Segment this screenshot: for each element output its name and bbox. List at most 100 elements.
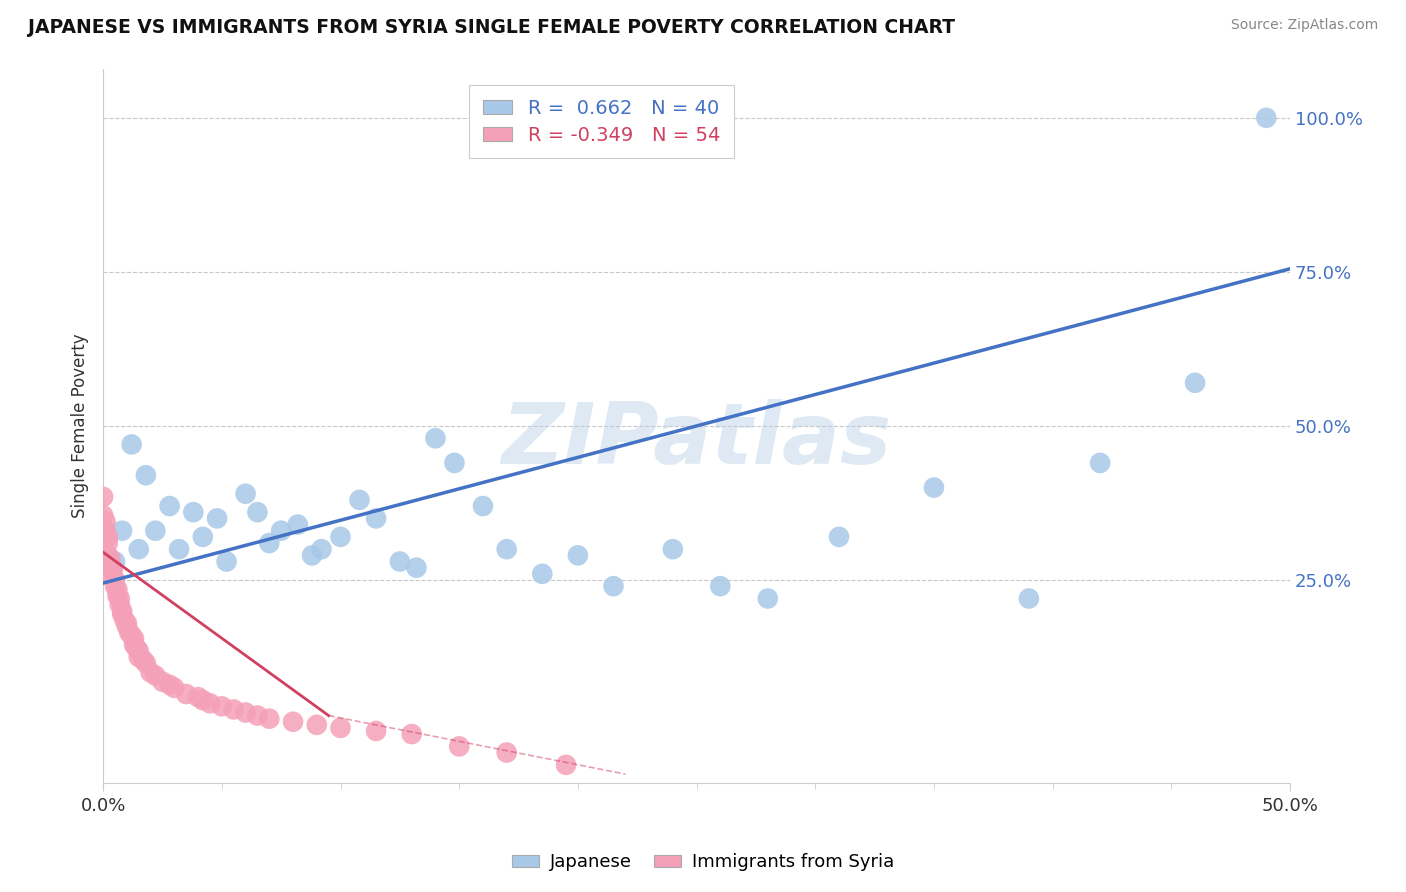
- Point: [1018, 591, 1040, 606]
- Point: [108, 598, 131, 612]
- Point: [425, 431, 447, 445]
- Point: [104, 573, 127, 587]
- Point: [174, 687, 197, 701]
- Point: [111, 524, 134, 538]
- Point: [211, 699, 233, 714]
- Point: [259, 536, 281, 550]
- Point: [105, 582, 128, 597]
- Point: [662, 542, 685, 557]
- Point: [388, 555, 411, 569]
- Point: [198, 696, 221, 710]
- Point: [270, 524, 292, 538]
- Point: [301, 549, 323, 563]
- Point: [191, 693, 214, 707]
- Point: [111, 604, 134, 618]
- Point: [235, 706, 257, 720]
- Point: [495, 746, 517, 760]
- Point: [98, 551, 121, 566]
- Point: [1184, 376, 1206, 390]
- Point: [828, 530, 851, 544]
- Point: [104, 555, 127, 569]
- Point: [366, 511, 388, 525]
- Legend: Japanese, Immigrants from Syria: Japanese, Immigrants from Syria: [505, 847, 901, 879]
- Point: [97, 536, 120, 550]
- Point: [366, 723, 388, 738]
- Point: [143, 524, 166, 538]
- Point: [756, 591, 779, 606]
- Point: [135, 656, 157, 670]
- Point: [97, 530, 120, 544]
- Point: [159, 499, 181, 513]
- Point: [163, 681, 186, 695]
- Point: [205, 511, 228, 525]
- Point: [246, 708, 269, 723]
- Point: [1088, 456, 1111, 470]
- Point: [1256, 111, 1278, 125]
- Point: [405, 560, 427, 574]
- Point: [94, 524, 117, 538]
- Point: [222, 702, 245, 716]
- Point: [125, 640, 148, 655]
- Point: [115, 619, 138, 633]
- Point: [128, 650, 150, 665]
- Point: [115, 616, 138, 631]
- Point: [531, 566, 554, 581]
- Point: [94, 515, 117, 529]
- Point: [495, 542, 517, 557]
- Point: [122, 632, 145, 646]
- Point: [246, 505, 269, 519]
- Point: [101, 564, 124, 578]
- Point: [922, 481, 945, 495]
- Point: [159, 678, 181, 692]
- Point: [191, 530, 214, 544]
- Point: [709, 579, 731, 593]
- Point: [111, 607, 134, 621]
- Text: Source: ZipAtlas.com: Source: ZipAtlas.com: [1230, 18, 1378, 32]
- Point: [139, 665, 162, 680]
- Point: [104, 579, 127, 593]
- Point: [349, 492, 371, 507]
- Point: [329, 721, 352, 735]
- Point: [132, 653, 155, 667]
- Point: [98, 558, 121, 572]
- Point: [91, 508, 114, 523]
- Point: [128, 644, 150, 658]
- Point: [311, 542, 333, 557]
- Y-axis label: Single Female Poverty: Single Female Poverty: [72, 334, 89, 518]
- Point: [167, 542, 190, 557]
- Point: [101, 570, 124, 584]
- Point: [281, 714, 304, 729]
- Point: [121, 437, 143, 451]
- Legend: R =  0.662   N = 40, R = -0.349   N = 54: R = 0.662 N = 40, R = -0.349 N = 54: [470, 86, 734, 159]
- Point: [215, 555, 238, 569]
- Point: [114, 613, 136, 627]
- Point: [183, 505, 205, 519]
- Point: [555, 757, 578, 772]
- Point: [602, 579, 624, 593]
- Point: [329, 530, 352, 544]
- Point: [471, 499, 494, 513]
- Point: [101, 560, 124, 574]
- Point: [128, 542, 150, 557]
- Point: [443, 456, 465, 470]
- Point: [305, 718, 328, 732]
- Point: [287, 517, 309, 532]
- Text: ZIPatlas: ZIPatlas: [502, 399, 891, 482]
- Point: [567, 549, 589, 563]
- Point: [91, 490, 114, 504]
- Point: [152, 674, 174, 689]
- Point: [235, 487, 257, 501]
- Point: [449, 739, 471, 754]
- Point: [108, 591, 131, 606]
- Point: [105, 589, 128, 603]
- Point: [259, 712, 281, 726]
- Point: [97, 549, 120, 563]
- Point: [135, 468, 157, 483]
- Point: [401, 727, 423, 741]
- Point: [143, 668, 166, 682]
- Text: JAPANESE VS IMMIGRANTS FROM SYRIA SINGLE FEMALE POVERTY CORRELATION CHART: JAPANESE VS IMMIGRANTS FROM SYRIA SINGLE…: [28, 18, 955, 37]
- Point: [118, 625, 141, 640]
- Point: [122, 638, 145, 652]
- Point: [121, 628, 143, 642]
- Point: [187, 690, 209, 704]
